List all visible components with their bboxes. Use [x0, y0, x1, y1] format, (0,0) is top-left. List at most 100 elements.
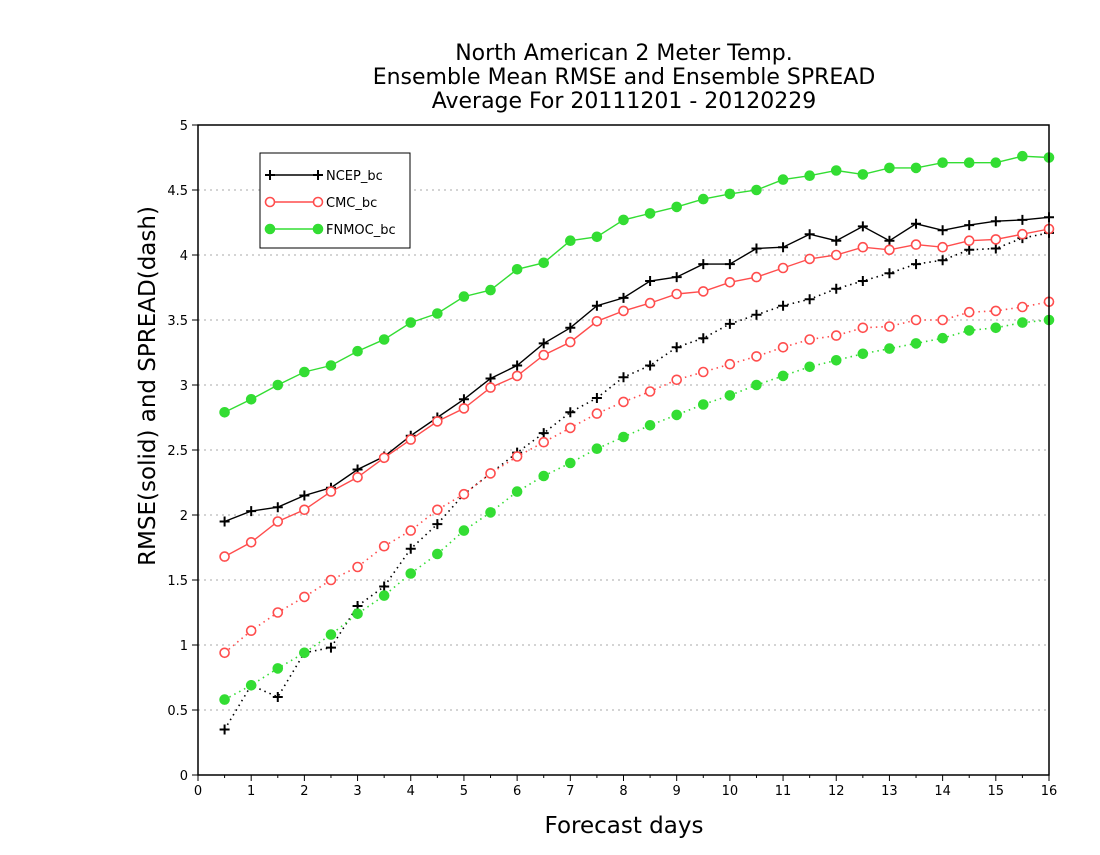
data-point [458, 403, 470, 414]
data-point [724, 358, 736, 370]
data-point [804, 170, 815, 181]
data-point [671, 288, 682, 300]
data-point [511, 370, 523, 382]
data-point [272, 502, 283, 513]
data-point [565, 336, 576, 348]
data-point [751, 184, 762, 196]
y-tick-label: 4.5 [167, 184, 188, 199]
series-line [224, 319, 1050, 701]
data-point [219, 516, 230, 527]
data-point [219, 647, 230, 659]
data-point [777, 174, 789, 185]
data-point [964, 220, 975, 231]
y-axis-title: RMSE(solid) and SPREAD(dash) [135, 206, 161, 566]
data-point [804, 334, 815, 345]
data-point [910, 239, 922, 250]
legend-item: FNMOC_bc [264, 223, 396, 238]
legend: NCEP_bc CMC_bc FNMOC_bc [259, 152, 411, 249]
data-point [830, 165, 842, 176]
data-point [990, 322, 1002, 334]
data-point [325, 360, 337, 371]
data-point [751, 243, 762, 254]
series-spread-4 [219, 296, 1055, 659]
data-point [698, 333, 709, 344]
data-point [937, 255, 948, 266]
x-tick-label: 4 [407, 784, 415, 799]
data-point [299, 591, 310, 603]
data-point [937, 241, 948, 253]
data-point [910, 162, 922, 174]
y-tick-label: 3 [180, 379, 188, 394]
x-tick-label: 8 [619, 784, 627, 799]
data-point [937, 225, 948, 236]
data-point [778, 242, 789, 253]
data-point [511, 264, 523, 275]
data-point [671, 272, 682, 283]
data-point [299, 490, 310, 501]
series-line [224, 228, 1050, 558]
data-point [884, 343, 895, 354]
y-tick-label: 4 [180, 249, 188, 264]
data-point [219, 551, 230, 562]
data-point [405, 568, 417, 579]
data-point [884, 321, 895, 332]
data-point [299, 366, 310, 378]
data-point [1017, 150, 1028, 162]
legend-marker [264, 223, 276, 235]
data-point [990, 243, 1001, 254]
data-point [857, 348, 869, 360]
data-point [697, 399, 709, 410]
data-point [804, 253, 815, 265]
data-point [671, 409, 682, 421]
data-point [511, 486, 523, 497]
data-point [245, 625, 257, 637]
data-point [804, 361, 815, 373]
x-tick-label: 1 [247, 784, 255, 799]
data-point [299, 504, 310, 516]
data-point [538, 428, 549, 439]
data-point [458, 488, 470, 500]
data-point [751, 309, 762, 320]
data-point [724, 276, 736, 288]
series-line [224, 301, 1050, 654]
data-point [990, 157, 1002, 168]
y-tick-label: 2 [180, 509, 188, 524]
title-line-1: North American 2 Meter Temp. [455, 41, 793, 66]
data-point [538, 338, 549, 349]
data-point [405, 525, 417, 536]
data-point [751, 379, 762, 391]
data-point [272, 663, 284, 674]
data-point [644, 297, 656, 309]
data-point [804, 229, 815, 240]
data-point [618, 396, 629, 408]
data-point [857, 241, 869, 253]
data-point [432, 548, 443, 560]
data-point [405, 434, 417, 445]
data-point [565, 457, 576, 469]
series-lines [219, 150, 1055, 735]
data-point [857, 322, 869, 334]
data-point [511, 451, 523, 462]
data-point [1017, 301, 1028, 313]
data-point [910, 314, 922, 326]
legend-marker [312, 223, 324, 235]
data-point [485, 507, 496, 518]
data-point [884, 235, 895, 246]
x-axis-title: Forecast days [545, 813, 704, 839]
data-point [697, 193, 709, 205]
data-point [724, 259, 735, 270]
data-point [325, 574, 337, 586]
data-point [378, 590, 390, 601]
x-tick-label: 0 [194, 784, 202, 799]
x-tick-label: 5 [460, 784, 468, 799]
data-point [458, 525, 470, 536]
data-point [485, 468, 496, 479]
data-point [1017, 214, 1028, 225]
data-point [485, 382, 496, 393]
data-point [432, 416, 443, 427]
data-point [245, 536, 257, 548]
data-point [432, 504, 443, 516]
data-point [804, 294, 815, 305]
legend-item: NCEP_bc [265, 169, 383, 184]
